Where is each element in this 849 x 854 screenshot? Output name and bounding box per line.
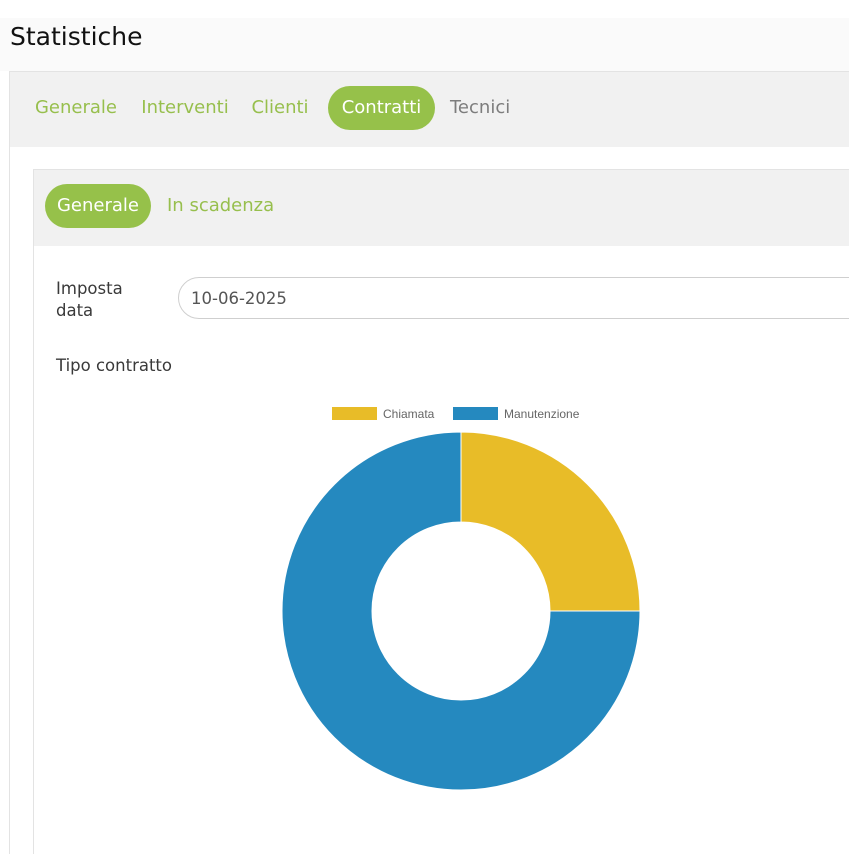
subtab-generale[interactable]: Generale	[45, 184, 151, 228]
legend-swatch-chiamata	[332, 407, 377, 420]
tab-interventi[interactable]: Interventi	[141, 97, 229, 118]
page-title: Statistiche	[10, 22, 143, 51]
subtab-in-scadenza[interactable]: In scadenza	[167, 195, 275, 216]
legend-swatch-manutenzione	[453, 407, 498, 420]
sub-tabs: Generale In scadenza	[34, 170, 849, 246]
main-tabs: Generale Interventi Clienti Contratti Te…	[10, 72, 849, 147]
tab-contratti[interactable]: Contratti	[328, 86, 435, 130]
title-bar	[0, 18, 849, 71]
chart-section-label: Tipo contratto	[56, 356, 172, 375]
date-field[interactable]	[178, 277, 849, 319]
legend-label-manutenzione: Manutenzione	[504, 407, 580, 421]
date-label: Imposta data	[56, 279, 123, 320]
doughnut-slices	[281, 431, 641, 791]
tab-tecnici[interactable]: Tecnici	[450, 97, 511, 118]
legend-item-manutenzione[interactable]: Manutenzione	[453, 407, 580, 421]
legend-label-chiamata: Chiamata	[383, 407, 435, 421]
tab-clienti[interactable]: Clienti	[251, 97, 309, 118]
slice-manutenzione[interactable]	[281, 431, 641, 791]
tab-generale[interactable]: Generale	[34, 97, 117, 118]
legend-item-chiamata[interactable]: Chiamata	[332, 407, 435, 421]
slice-chiamata[interactable]	[460, 431, 641, 612]
chart-legend: Chiamata Manutenzione	[332, 407, 580, 421]
